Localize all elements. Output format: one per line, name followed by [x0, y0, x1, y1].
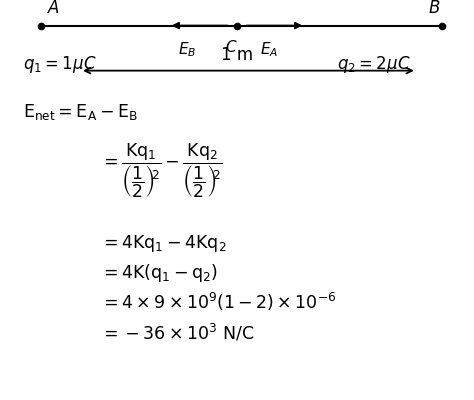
Text: $\mathsf{= 4Kq_1 - 4Kq_2}$: $\mathsf{= 4Kq_1 - 4Kq_2}$ — [100, 233, 227, 254]
Text: $q_1 = 1\mu C$: $q_1 = 1\mu C$ — [23, 54, 97, 75]
Text: $\mathsf{E_{net} = E_A - E_B}$: $\mathsf{E_{net} = E_A - E_B}$ — [23, 102, 138, 122]
Text: $E_A$: $E_A$ — [260, 40, 278, 59]
Text: C: C — [225, 40, 236, 56]
Text: A: A — [48, 0, 60, 17]
Text: 1 m: 1 m — [221, 46, 253, 64]
Text: $\mathsf{= 4K\left(q_1 - q_2\right)}$: $\mathsf{= 4K\left(q_1 - q_2\right)}$ — [100, 262, 219, 284]
Text: $\mathsf{= \dfrac{Kq_1}{\left(\dfrac{1}{2}\right)^{\!\!2}} - \dfrac{Kq_2}{\left(: $\mathsf{= \dfrac{Kq_1}{\left(\dfrac{1}{… — [100, 141, 223, 200]
Text: $q_2 = 2\mu C$: $q_2 = 2\mu C$ — [337, 54, 410, 75]
Text: $\mathsf{= -36 \times 10^3 \ N/C}$: $\mathsf{= -36 \times 10^3 \ N/C}$ — [100, 323, 255, 344]
Text: B: B — [428, 0, 439, 17]
Text: $\mathsf{= 4 \times 9 \times 10^9 \left(1 - 2\right) \times 10^{-6}}$: $\mathsf{= 4 \times 9 \times 10^9 \left(… — [100, 291, 337, 313]
Text: $E_B$: $E_B$ — [178, 40, 196, 59]
